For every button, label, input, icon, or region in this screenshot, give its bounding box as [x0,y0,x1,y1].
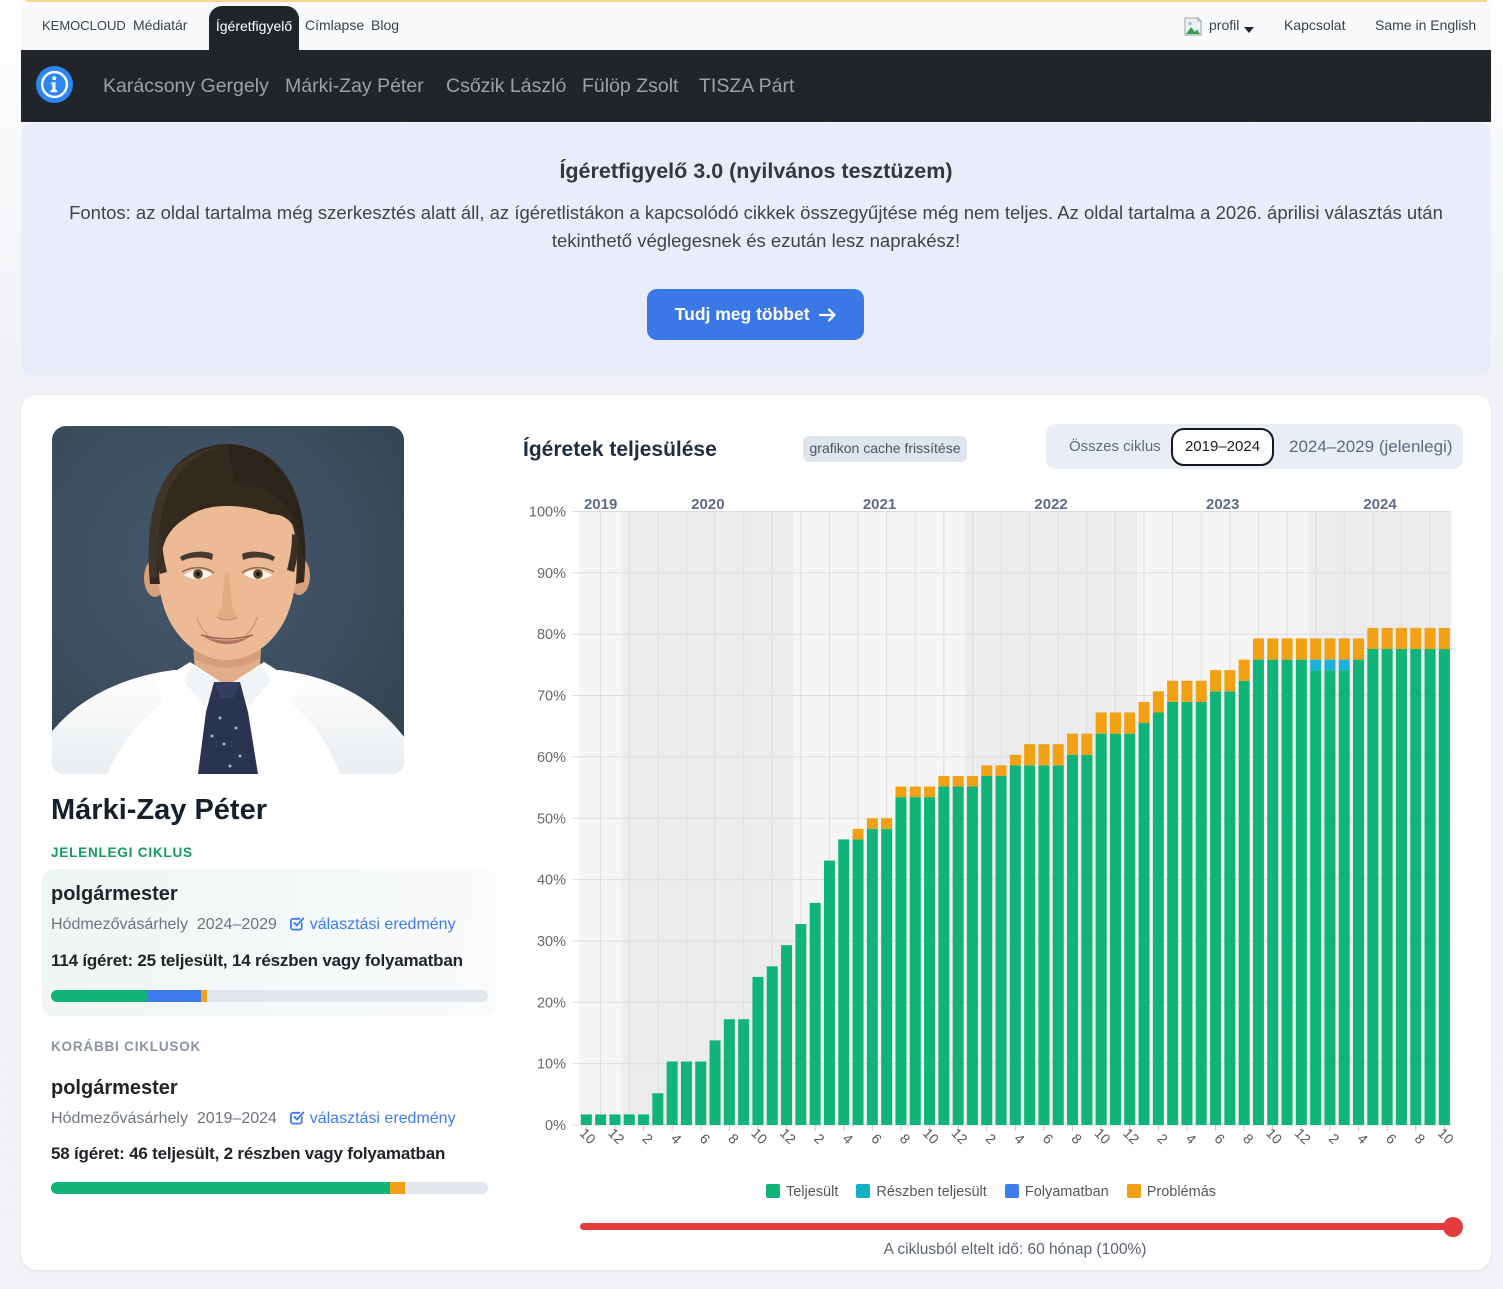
svg-text:10: 10 [577,1125,599,1147]
svg-text:60%: 60% [537,750,566,766]
svg-text:0%: 0% [545,1118,566,1134]
svg-text:8: 8 [1412,1130,1429,1147]
svg-text:2022: 2022 [1034,496,1067,513]
svg-text:2: 2 [983,1130,1000,1147]
svg-text:8: 8 [1068,1130,1085,1147]
svg-text:2: 2 [1154,1130,1171,1147]
svg-text:50%: 50% [537,811,566,827]
svg-text:6: 6 [697,1130,714,1147]
svg-text:6: 6 [1211,1130,1228,1147]
svg-text:4: 4 [840,1130,857,1147]
svg-text:10: 10 [920,1125,942,1147]
svg-text:30%: 30% [537,934,566,950]
svg-text:10: 10 [1092,1125,1114,1147]
svg-text:20%: 20% [537,995,566,1011]
svg-text:12: 12 [777,1125,799,1147]
svg-text:2: 2 [1326,1130,1343,1147]
svg-text:40%: 40% [537,873,566,889]
svg-text:10%: 10% [537,1057,566,1073]
svg-text:8: 8 [897,1130,914,1147]
svg-text:2021: 2021 [863,496,896,513]
svg-text:4: 4 [668,1130,685,1147]
svg-text:6: 6 [868,1130,885,1147]
svg-text:4: 4 [1183,1130,1200,1147]
svg-text:80%: 80% [537,627,566,643]
svg-text:6: 6 [1040,1130,1057,1147]
svg-text:12: 12 [1120,1125,1142,1147]
svg-text:8: 8 [1240,1130,1257,1147]
svg-text:8: 8 [725,1130,742,1147]
svg-text:70%: 70% [537,689,566,705]
svg-text:12: 12 [1292,1125,1314,1147]
svg-text:100%: 100% [529,505,566,521]
svg-text:10: 10 [1263,1125,1285,1147]
svg-text:10: 10 [748,1125,770,1147]
svg-text:2: 2 [639,1130,656,1147]
svg-text:12: 12 [949,1125,971,1147]
svg-text:2023: 2023 [1206,496,1239,513]
svg-text:2024: 2024 [1363,496,1397,513]
svg-text:10: 10 [1435,1125,1457,1147]
svg-text:2019: 2019 [584,496,617,513]
svg-text:4: 4 [1011,1130,1028,1147]
svg-text:2020: 2020 [691,496,724,513]
svg-text:4: 4 [1354,1130,1371,1147]
svg-text:90%: 90% [537,566,566,582]
svg-text:12: 12 [605,1125,627,1147]
svg-text:6: 6 [1383,1130,1400,1147]
svg-text:2: 2 [811,1130,828,1147]
